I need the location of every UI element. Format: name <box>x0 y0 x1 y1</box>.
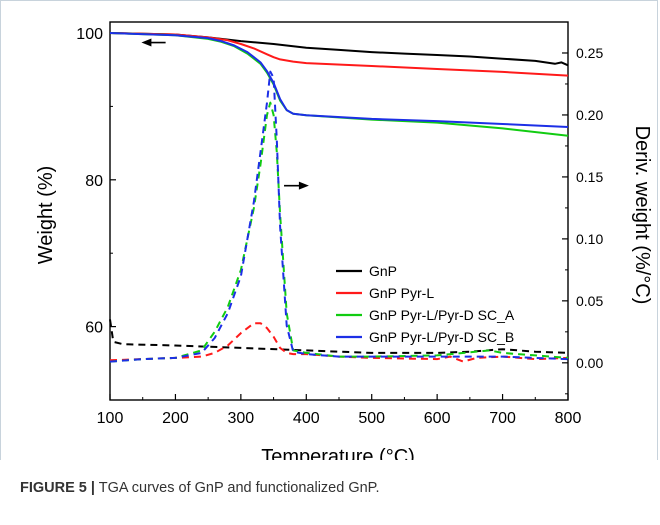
x-tick-label: 200 <box>162 410 189 427</box>
x-tick-label: 400 <box>293 410 320 427</box>
y2-tick-label: 0.25 <box>576 45 603 61</box>
x-tick-label: 300 <box>228 410 255 427</box>
y2-tick-label: 0.05 <box>576 293 603 309</box>
caption-area <box>0 460 658 523</box>
figure-label: FIGURE 5 | <box>20 480 95 496</box>
y2-tick-label: 0.10 <box>576 231 603 247</box>
right-axis-arrowhead <box>298 181 309 190</box>
weight-line-gnp <box>109 32 569 67</box>
legend-label: GnP Pyr-L <box>369 285 434 301</box>
x-tick-label: 500 <box>358 410 385 427</box>
left-axis-arrowhead <box>141 38 152 47</box>
figure-caption-text: TGA curves of GnP and functionalized GnP… <box>94 480 380 496</box>
x-tick-label: 600 <box>424 410 451 427</box>
x-tick-label: 800 <box>555 410 582 427</box>
x-tick-label: 100 <box>97 410 124 427</box>
weight-line-gnp-pyr-l <box>109 32 569 77</box>
legend-label: GnP Pyr-L/Pyr-D SC_B <box>369 329 514 345</box>
y-axis-label: Weight (%) <box>35 166 57 265</box>
y-tick-label: 60 <box>85 320 103 337</box>
legend-label: GnP Pyr-L/Pyr-D SC_A <box>369 307 515 323</box>
y2-axis-label: Deriv. weight (%/°C) <box>631 126 653 305</box>
y2-tick-label: 0.00 <box>576 355 603 371</box>
weight-line-gnp-pyr-l-pyr-d-sc-b <box>109 32 569 128</box>
y2-tick-label: 0.20 <box>576 107 603 123</box>
deriv-line-gnp-pyr-l <box>109 322 569 363</box>
figure-caption: FIGURE 5 | TGA curves of GnP and functio… <box>20 480 640 496</box>
x-tick-label: 700 <box>489 410 516 427</box>
tga-chart: 100 200 300 400 500 600 700 800 60 80 100 0.00 0.05 0… <box>35 21 653 468</box>
legend-label: GnP <box>369 263 397 279</box>
plot-area: 100 200 300 400 500 600 700 800 60 80 100 0.00 0.05 0… <box>76 21 603 427</box>
deriv-line-gnp-pyr-l-pyr-d-sc-a <box>109 101 569 363</box>
y2-tick-label: 0.15 <box>576 169 603 185</box>
y-tick-label: 80 <box>85 173 103 190</box>
y-tick-label: 100 <box>76 26 103 43</box>
deriv-line-gnp-pyr-l-pyr-d-sc-b <box>109 70 569 363</box>
weight-line-gnp-pyr-l-pyr-d-sc-a <box>109 32 569 137</box>
